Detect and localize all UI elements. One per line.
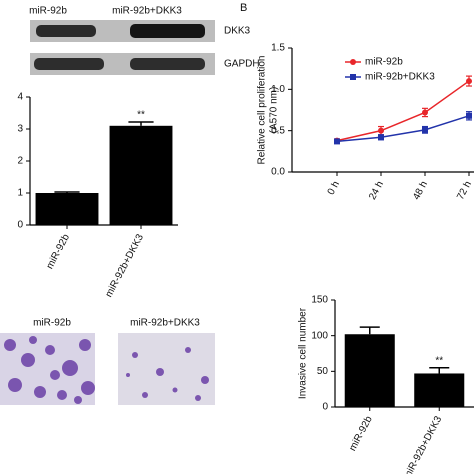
micrograph (0, 333, 95, 405)
series-line (336, 80, 470, 142)
point (378, 134, 384, 141)
x-tick-label: 48 h (411, 179, 430, 201)
annotation: ** (137, 110, 145, 121)
y-tick-label: 150 (311, 295, 328, 306)
y-tick-label: 3 (17, 124, 23, 135)
y-tick-label: 1.0 (271, 84, 285, 95)
blot-band (34, 58, 104, 70)
y-tick-label: 0.5 (271, 125, 285, 136)
blot-lane-label: miR-92b (29, 6, 67, 17)
x-tick-label: miR-92b+DKK3 (402, 414, 445, 474)
x-tick-label: 72 h (455, 179, 474, 201)
blot-band (130, 58, 205, 70)
legend-marker (350, 59, 356, 65)
point (422, 109, 428, 116)
y-tick-label: 1 (17, 188, 23, 199)
series-line (336, 115, 470, 143)
blot-band (130, 24, 205, 38)
annotation: ** (435, 355, 443, 366)
y-tick-label: 0 (322, 402, 328, 413)
x-tick-label: 0 h (326, 179, 342, 196)
y-tick-label: 0 (17, 220, 23, 231)
x-tick-label: miR-92b+DKK3 (104, 232, 147, 299)
x-tick-label: 24 h (367, 179, 386, 201)
point (466, 78, 472, 85)
point (334, 138, 340, 145)
point (466, 112, 472, 119)
y-tick-label: 2 (17, 156, 23, 167)
y-axis-label: (A570 nm) (269, 87, 280, 134)
y-tick-label: 50 (317, 366, 329, 377)
legend-label: miR-92b (365, 57, 403, 68)
x-tick-label: miR-92b (347, 414, 375, 453)
panel-label: B (240, 2, 247, 14)
y-tick-label: 100 (311, 330, 328, 341)
bar (109, 125, 173, 225)
blot-protein-label: DKK3 (224, 26, 251, 37)
y-tick-label: 0.0 (271, 167, 285, 178)
y-tick-label: 4 (17, 92, 23, 103)
bar (414, 373, 465, 407)
legend-marker (350, 74, 356, 80)
x-tick-label: miR-92b (45, 232, 73, 271)
bar (35, 193, 99, 225)
micrograph-label: miR-92b (33, 318, 71, 329)
blot-protein-label: GAPDH (224, 59, 260, 70)
point (378, 127, 384, 134)
bar (344, 334, 395, 407)
micrograph-label: miR-92b+DKK3 (130, 318, 200, 329)
blot-lane-label: miR-92b+DKK3 (112, 6, 182, 17)
micrograph (118, 333, 215, 405)
y-axis-label: Relative cell proliferation (257, 56, 268, 165)
legend-label: miR-92b+DKK3 (365, 72, 435, 83)
y-tick-label: 1.5 (271, 43, 285, 54)
y-axis-label: Invasive cell number (298, 307, 309, 399)
point (422, 126, 428, 133)
blot-band (36, 25, 96, 37)
